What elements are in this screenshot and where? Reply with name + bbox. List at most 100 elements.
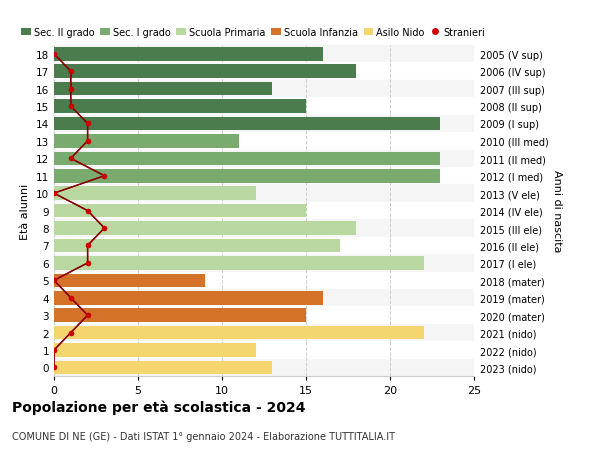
Bar <box>54 65 356 79</box>
Bar <box>54 65 356 79</box>
Point <box>83 121 92 128</box>
Point <box>49 347 59 354</box>
Bar <box>54 326 424 340</box>
Point <box>66 86 76 93</box>
Bar <box>54 291 323 305</box>
Point <box>66 155 76 162</box>
Point <box>100 225 109 232</box>
Bar <box>54 202 474 220</box>
Point <box>83 207 92 215</box>
Point <box>83 260 92 267</box>
Point <box>49 364 59 371</box>
Bar <box>54 63 474 81</box>
Bar <box>54 361 272 375</box>
Point <box>66 68 76 76</box>
Bar <box>54 204 306 218</box>
Bar <box>54 98 474 116</box>
Bar <box>54 257 424 270</box>
Text: Popolazione per età scolastica - 2024: Popolazione per età scolastica - 2024 <box>12 399 305 414</box>
Bar <box>54 274 205 287</box>
Bar <box>54 272 474 290</box>
Point <box>66 103 76 111</box>
Bar <box>54 359 474 376</box>
Point <box>49 51 59 58</box>
Bar <box>54 343 256 357</box>
Bar <box>54 135 239 148</box>
Bar <box>54 222 356 235</box>
Point <box>49 277 59 285</box>
Point <box>49 347 59 354</box>
Point <box>83 207 92 215</box>
Bar <box>54 152 440 166</box>
Bar <box>54 237 474 255</box>
Bar <box>54 274 205 287</box>
Bar <box>54 291 323 305</box>
Y-axis label: Anni di nascita: Anni di nascita <box>552 170 562 252</box>
Point <box>83 121 92 128</box>
Bar <box>54 81 474 98</box>
Bar <box>54 187 256 201</box>
Legend: Sec. II grado, Sec. I grado, Scuola Primaria, Scuola Infanzia, Asilo Nido, Stran: Sec. II grado, Sec. I grado, Scuola Prim… <box>21 28 485 38</box>
Bar <box>54 185 474 202</box>
Point <box>66 155 76 162</box>
Bar <box>54 83 272 96</box>
Bar <box>54 257 424 270</box>
Bar <box>54 152 440 166</box>
Bar <box>54 48 323 62</box>
Point <box>83 260 92 267</box>
Bar <box>54 239 340 253</box>
Point <box>83 312 92 319</box>
Point <box>83 312 92 319</box>
Point <box>49 190 59 197</box>
Y-axis label: Età alunni: Età alunni <box>20 183 31 239</box>
Point <box>100 225 109 232</box>
Bar <box>54 324 474 341</box>
Bar <box>54 341 474 359</box>
Point <box>83 138 92 145</box>
Bar <box>54 116 474 133</box>
Bar <box>54 309 306 322</box>
Bar <box>54 118 440 131</box>
Point <box>49 277 59 285</box>
Bar <box>54 168 474 185</box>
Point <box>100 173 109 180</box>
Bar <box>54 326 424 340</box>
Point <box>49 364 59 371</box>
Point <box>49 51 59 58</box>
Bar <box>54 135 239 148</box>
Bar <box>54 239 340 253</box>
Point <box>83 242 92 250</box>
Bar <box>54 343 256 357</box>
Point <box>66 68 76 76</box>
Bar <box>54 255 474 272</box>
Point <box>66 86 76 93</box>
Bar <box>54 46 474 63</box>
Bar <box>54 204 306 218</box>
Text: COMUNE DI NE (GE) - Dati ISTAT 1° gennaio 2024 - Elaborazione TUTTITALIA.IT: COMUNE DI NE (GE) - Dati ISTAT 1° gennai… <box>12 431 395 442</box>
Bar <box>54 290 474 307</box>
Point <box>83 138 92 145</box>
Bar <box>54 133 474 150</box>
Point <box>66 294 76 302</box>
Bar <box>54 83 272 96</box>
Bar <box>54 100 306 113</box>
Bar <box>54 220 474 237</box>
Point <box>66 329 76 336</box>
Bar <box>54 169 440 183</box>
Point <box>100 173 109 180</box>
Point <box>66 294 76 302</box>
Bar <box>54 307 474 324</box>
Bar <box>54 309 306 322</box>
Bar <box>54 187 256 201</box>
Bar <box>54 118 440 131</box>
Point <box>83 242 92 250</box>
Bar <box>54 48 323 62</box>
Point <box>66 103 76 111</box>
Bar <box>54 222 356 235</box>
Bar <box>54 169 440 183</box>
Bar <box>54 150 474 168</box>
Point <box>66 329 76 336</box>
Bar <box>54 361 272 375</box>
Bar <box>54 100 306 113</box>
Point <box>49 190 59 197</box>
